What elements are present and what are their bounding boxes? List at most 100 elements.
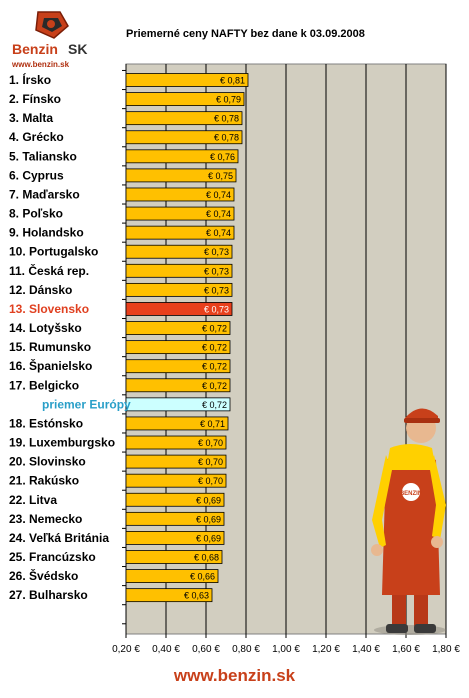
x-tick-label: 0,40 € xyxy=(152,644,180,655)
category-labels: 1. Írsko 2. Fínsko 3. Malta 4. Grécko 5. Tal… xyxy=(9,72,131,602)
data-label: € 0,72 xyxy=(202,343,227,353)
category-label: 18. Estónsko xyxy=(9,416,83,430)
category-label: 8. Poľsko xyxy=(9,207,63,221)
category-label: 2. Fínsko xyxy=(9,92,61,106)
data-label: € 0,73 xyxy=(204,285,229,295)
data-label: € 0,78 xyxy=(214,114,239,124)
category-label: 5. Taliansko xyxy=(9,149,77,163)
category-label: 21. Rakúsko xyxy=(9,474,79,488)
category-label: 6. Cyprus xyxy=(9,168,64,182)
category-label: 17. Belgicko xyxy=(9,378,79,392)
category-label: 26. Švédsko xyxy=(9,568,78,583)
bar xyxy=(125,550,223,564)
logo-url[interactable]: www.benzin.sk xyxy=(12,60,70,69)
category-label: 15. Rumunsko xyxy=(9,340,91,354)
x-tick-label: 1,60 € xyxy=(392,644,420,655)
category-label: 16. Španielsko xyxy=(9,358,92,373)
category-label: 22. Litva xyxy=(9,493,57,507)
bar xyxy=(125,206,235,221)
bar xyxy=(125,340,231,355)
bar xyxy=(125,416,229,431)
x-tick-label: 1,00 € xyxy=(272,644,300,655)
data-label: € 0,79 xyxy=(216,95,241,105)
bar xyxy=(125,359,231,374)
category-label: 13. Slovensko xyxy=(9,302,89,316)
category-label: 27. Bulharsko xyxy=(9,588,88,602)
bars: € 0,81 € 0,79 € 0,78 € 0,78 € 0,76 € 0,75 € 0,… xyxy=(125,73,249,603)
category-label: 11. Česká rep. xyxy=(9,263,89,278)
category-label: 20. Slovinsko xyxy=(9,455,86,469)
x-tick-label: 1,40 € xyxy=(352,644,380,655)
data-label: € 0,70 xyxy=(198,457,223,467)
bar xyxy=(125,492,225,507)
data-label: € 0,73 xyxy=(204,266,229,276)
category-label: 1. Írsko xyxy=(9,72,51,87)
bar xyxy=(125,149,239,164)
bar xyxy=(125,397,231,412)
data-label: € 0,69 xyxy=(196,514,221,524)
bar xyxy=(125,321,231,335)
bar xyxy=(125,92,245,106)
bar xyxy=(125,569,219,583)
x-tick-label: 1,20 € xyxy=(312,644,340,655)
data-label: € 0,66 xyxy=(190,572,215,582)
data-label: € 0,68 xyxy=(194,553,219,563)
x-axis-ticks: 0,20 € 0,40 € 0,60 € 0,80 € 1,00 € 1,20 € 1,40… xyxy=(112,634,460,655)
logo-brand: Benzin xyxy=(12,41,58,57)
category-label: 9. Holandsko xyxy=(9,226,84,240)
bar xyxy=(125,531,225,545)
category-label: 10. Portugalsko xyxy=(9,245,98,259)
bar xyxy=(125,378,231,393)
logo-graphic: Benzin SK xyxy=(12,11,87,57)
data-label: € 0,78 xyxy=(214,133,239,143)
data-label: € 0,69 xyxy=(196,495,221,505)
bar xyxy=(125,473,227,488)
mechanic-mascot-illustration: BENZIN xyxy=(371,408,446,635)
category-label: 3. Malta xyxy=(9,111,53,125)
data-label: € 0,69 xyxy=(196,533,221,543)
data-label: € 0,75 xyxy=(208,171,233,181)
category-label: 7. Maďarsko xyxy=(9,187,80,201)
data-label: € 0,74 xyxy=(206,190,231,200)
data-label: € 0,70 xyxy=(198,476,223,486)
category-label: 14. Lotyšsko xyxy=(9,321,82,335)
bar xyxy=(125,225,235,240)
data-label: € 0,76 xyxy=(210,152,235,162)
x-tick-label: 0,60 € xyxy=(192,644,220,655)
data-label: € 0,72 xyxy=(202,324,227,334)
data-label: € 0,72 xyxy=(202,381,227,391)
x-tick-label: 1,80 € xyxy=(432,644,460,655)
bar xyxy=(125,187,235,202)
category-label: 19. Luxemburgsko xyxy=(9,436,115,450)
logo-brand-suffix: SK xyxy=(68,41,87,57)
category-label: priemer Európy xyxy=(42,397,131,411)
data-label: € 0,74 xyxy=(206,209,231,219)
data-label: € 0,81 xyxy=(220,76,245,86)
bar xyxy=(125,168,237,183)
bar xyxy=(125,511,225,526)
data-label: € 0,74 xyxy=(206,228,231,238)
bar xyxy=(125,302,233,316)
benzin-logo[interactable]: Benzin SK www.benzin.sk xyxy=(8,8,100,69)
category-label: 23. Nemecko xyxy=(9,512,82,526)
data-label: € 0,72 xyxy=(202,400,227,410)
bar xyxy=(125,282,233,297)
data-label: € 0,72 xyxy=(202,362,227,372)
category-label: 12. Dánsko xyxy=(9,283,72,297)
bar xyxy=(125,244,233,259)
bar xyxy=(125,130,243,145)
data-label: € 0,70 xyxy=(198,438,223,448)
data-label: € 0,73 xyxy=(204,247,229,257)
x-tick-label: 0,80 € xyxy=(232,644,260,655)
logo-emblem xyxy=(35,11,69,39)
bar xyxy=(125,435,227,450)
data-label: € 0,63 xyxy=(184,591,209,601)
bar xyxy=(125,454,227,469)
svg-text:BENZIN: BENZIN xyxy=(400,491,422,497)
data-label: € 0,71 xyxy=(200,419,225,429)
footer-url[interactable]: www.benzin.sk xyxy=(173,666,296,685)
bar xyxy=(125,588,213,603)
bar xyxy=(125,73,249,87)
